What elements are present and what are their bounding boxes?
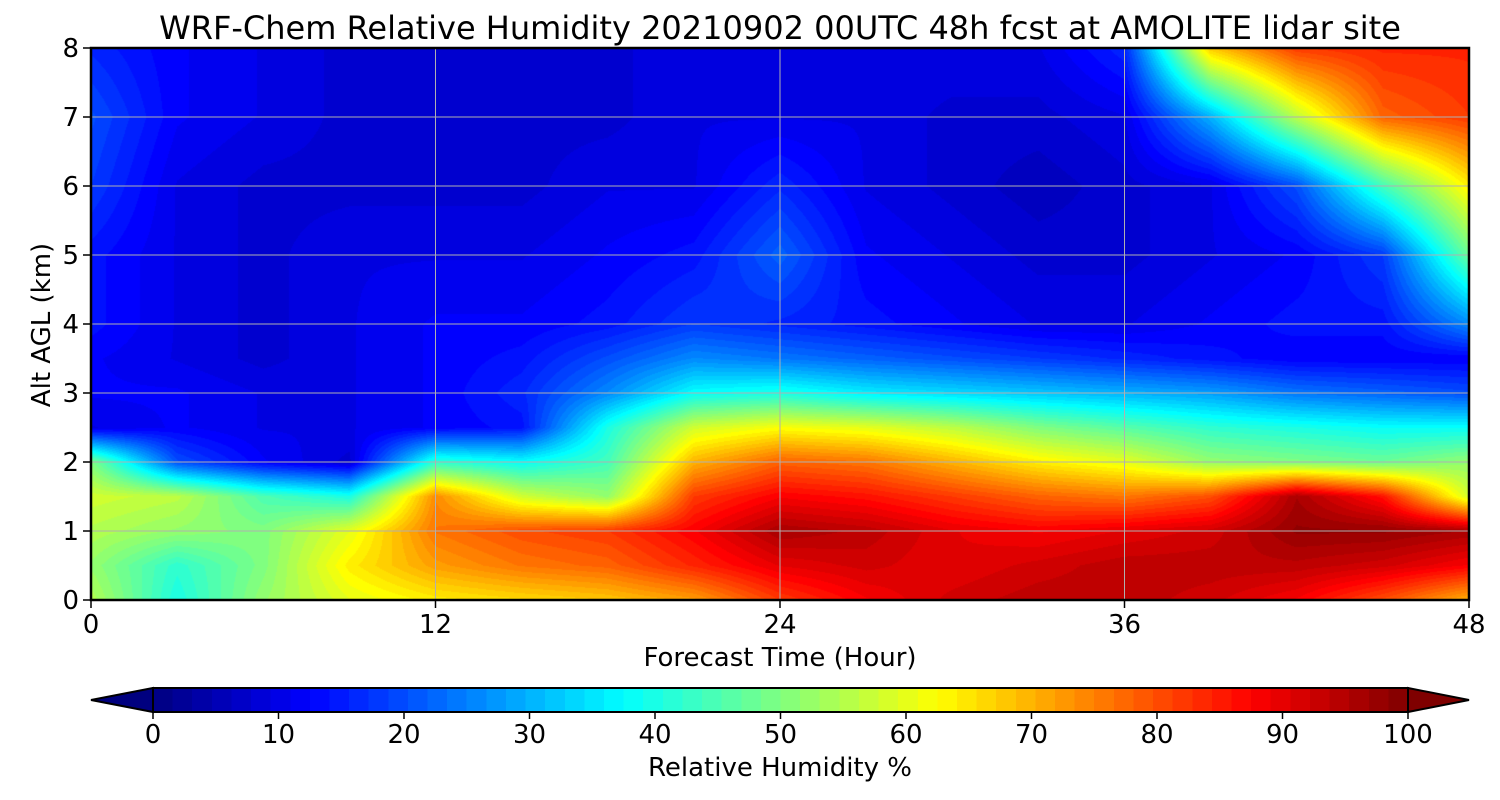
x-tick-label: 0 [83, 610, 100, 640]
y-tick-label: 6 [62, 172, 79, 202]
colorbar-tick-label: 60 [889, 720, 922, 750]
y-tick-label: 0 [62, 586, 79, 616]
colorbar-tick-label: 100 [1383, 720, 1433, 750]
y-tick-label: 2 [62, 448, 79, 478]
colorbar-extend-min [90, 686, 154, 714]
y-tick-label: 1 [62, 517, 79, 547]
colorbar-ticks: 0 10 20 30 40 50 60 70 80 90 100 [145, 712, 1433, 750]
x-axis-label: Forecast Time (Hour) [643, 643, 916, 673]
colorbar-extend-max [1407, 686, 1470, 714]
chart-title: WRF-Chem Relative Humidity 20210902 00UT… [159, 9, 1401, 47]
y-tick-label: 5 [62, 241, 79, 271]
colorbar: 0 10 20 30 40 50 60 70 80 90 100 Relative Humidity… [90, 686, 1470, 783]
plot-area [89, 46, 1471, 602]
colorbar-label: Relative Humidity % [648, 753, 912, 783]
y-tick-label: 7 [62, 103, 79, 133]
colorbar-tick-label: 0 [145, 720, 162, 750]
colorbar-tick-label: 40 [638, 720, 671, 750]
colorbar-tick-label: 10 [262, 720, 295, 750]
colorbar-tick-label: 50 [764, 720, 797, 750]
x-tick-label: 12 [419, 610, 452, 640]
colorbar-tick-label: 20 [387, 720, 420, 750]
colorbar-tick-label: 70 [1015, 720, 1048, 750]
y-axis-ticks: 0 1 2 3 4 5 6 7 8 [62, 34, 91, 616]
colorbar-body [152, 687, 1409, 713]
colorbar-tick-label: 80 [1140, 720, 1173, 750]
y-tick-label: 4 [62, 310, 79, 340]
x-tick-label: 24 [763, 610, 796, 640]
x-tick-label: 48 [1452, 610, 1485, 640]
x-axis-ticks: 0 12 24 36 48 [83, 600, 1486, 640]
colorbar-tick-label: 90 [1266, 720, 1299, 750]
x-tick-label: 36 [1108, 610, 1141, 640]
y-tick-label: 3 [62, 379, 79, 409]
y-tick-label: 8 [62, 34, 79, 64]
y-axis-label: Alt AGL (km) [27, 243, 57, 407]
colorbar-tick-label: 30 [513, 720, 546, 750]
